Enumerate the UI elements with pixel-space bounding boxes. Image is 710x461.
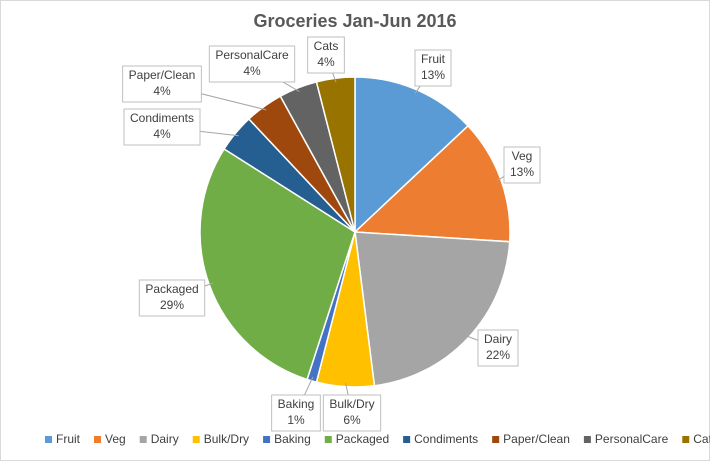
data-label-box — [123, 108, 201, 146]
pie — [199, 76, 511, 388]
data-label-category: PersonalCare — [215, 48, 289, 62]
legend-swatch — [492, 436, 500, 443]
data-label-category: Fruit — [421, 52, 446, 66]
legend: Fruit Veg Dairy Bulk/Dry Baking Packaged Condi… — [45, 432, 710, 446]
data-label: Packaged 29% — [138, 279, 206, 317]
legend-label: Baking — [274, 432, 311, 446]
data-label-value: 13% — [421, 68, 445, 82]
data-label-category: Dairy — [484, 332, 512, 346]
data-label-value: 29% — [160, 298, 184, 312]
legend-swatch — [263, 436, 271, 443]
data-label-value: 1% — [287, 413, 305, 427]
data-label-category: Packaged — [145, 282, 198, 296]
data-label: Bulk/Dry 6% — [322, 394, 382, 432]
legend-swatch — [94, 436, 101, 443]
data-label-category: Baking — [278, 397, 315, 411]
legend-label: Cats — [693, 432, 710, 446]
data-label-box — [122, 65, 202, 103]
data-label-category: Veg — [512, 149, 533, 163]
legend-swatch — [192, 436, 200, 443]
data-label-value: 22% — [486, 348, 510, 362]
data-label-category: Cats — [314, 39, 339, 53]
data-label-box — [271, 394, 321, 432]
data-label-value: 13% — [510, 165, 534, 179]
legend-label: Paper/Clean — [503, 432, 570, 446]
data-label-category: Condiments — [130, 111, 194, 125]
data-label: Fruit 13% — [414, 49, 452, 87]
data-label: Cats 4% — [307, 36, 345, 74]
data-label-box — [138, 279, 206, 317]
data-label-category: Bulk/Dry — [329, 397, 374, 411]
legend-swatch — [583, 436, 591, 443]
data-label-value: 4% — [153, 127, 171, 141]
data-label: Condiments 4% — [123, 108, 201, 146]
data-label: Baking 1% — [271, 394, 321, 432]
data-label-value: 4% — [243, 64, 261, 78]
data-label: Dairy 22% — [477, 329, 519, 367]
pie-slice — [354, 231, 511, 387]
data-label-category: Paper/Clean — [129, 68, 196, 82]
data-label-box — [477, 329, 519, 367]
data-label-box — [414, 49, 452, 87]
data-label-value: 4% — [153, 84, 171, 98]
data-label-box — [503, 146, 541, 184]
chart-title: Groceries Jan-Jun 2016 — [253, 11, 456, 31]
legend-label: Veg — [105, 432, 126, 446]
data-label-box — [307, 36, 345, 74]
data-label-box — [208, 45, 296, 83]
data-label-value: 6% — [343, 413, 361, 427]
legend-swatch — [139, 436, 147, 443]
data-label: Paper/Clean 4% — [122, 65, 202, 103]
pie-slice — [353, 124, 511, 243]
pie-slice — [354, 76, 470, 234]
legend-swatch — [324, 436, 332, 443]
pie-slice — [315, 76, 356, 233]
legend-swatch — [682, 436, 690, 443]
data-label: PersonalCare 4% — [208, 45, 296, 83]
legend-label: Bulk/Dry — [204, 432, 249, 446]
legend-label: Fruit — [56, 432, 81, 446]
legend-label: Packaged — [336, 432, 389, 446]
legend-label: Condiments — [414, 432, 478, 446]
data-labels: Fruit 13% Veg 13% Dairy 22% Bulk/Dry 6% Baking 1%… — [122, 36, 541, 432]
legend-swatch — [403, 436, 411, 443]
data-label-box — [322, 394, 382, 432]
legend-swatch — [45, 436, 52, 443]
data-label: Veg 13% — [503, 146, 541, 184]
data-label-value: 4% — [317, 55, 335, 69]
legend-label: Dairy — [151, 432, 179, 446]
legend-label: PersonalCare — [595, 432, 669, 446]
